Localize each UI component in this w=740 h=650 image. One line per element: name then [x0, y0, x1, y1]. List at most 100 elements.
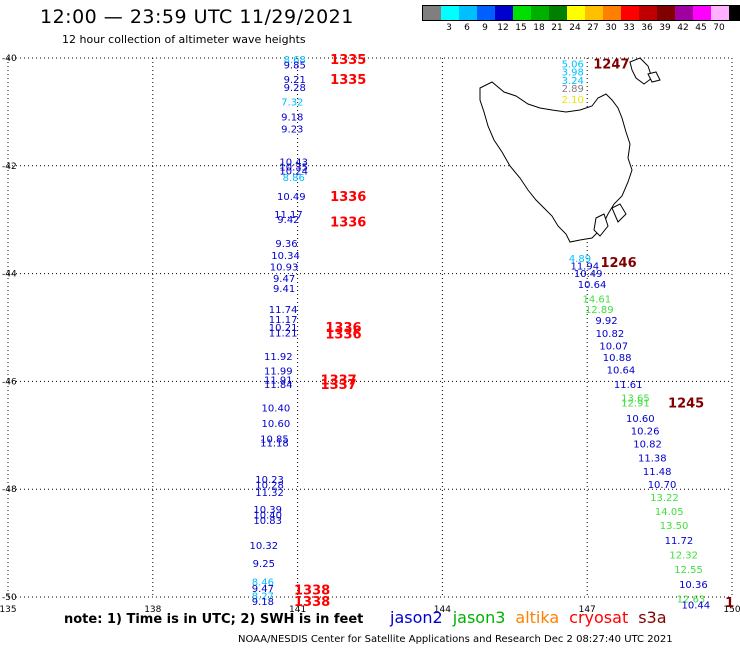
legend-tick-label: 21: [551, 23, 563, 33]
wave-height-label: 12.55: [674, 565, 703, 576]
wave-height-label: 10.40: [262, 403, 291, 414]
wave-height-label: 10.60: [626, 414, 655, 425]
legend-swatch: [423, 6, 441, 20]
wave-height-label: 9.18: [281, 112, 303, 123]
small-island-north: [647, 71, 661, 83]
latitude-label: -48: [2, 485, 17, 495]
satellite-legend-jason3: jason3: [452, 608, 506, 627]
wave-height-label: 8.86: [283, 173, 305, 184]
legend-tick-label: 18: [533, 23, 545, 33]
wave-height-label: 9.42: [277, 215, 299, 226]
pass-number-label: 1337: [321, 373, 357, 388]
legend-swatch: [459, 6, 477, 20]
latitude-label: -50: [2, 593, 17, 603]
wave-height-label: 10.49: [277, 192, 306, 203]
legend-swatches: [422, 5, 740, 21]
wave-height-label: 11.17: [274, 210, 303, 221]
latitude-label: -44: [2, 270, 17, 280]
wave-height-label: 2.89: [562, 84, 584, 95]
footer-note: note: 1) Time is in UTC; 2) SWH is in fe…: [64, 612, 364, 627]
wave-height-label: 10.24: [279, 167, 308, 178]
wave-height-label: 5.06: [562, 59, 584, 70]
legend-tick-label: 33: [623, 23, 635, 33]
satellite-pass-numbers: 1335133513361336133613361337133713381338…: [294, 53, 734, 611]
latitude-label: -42: [2, 162, 17, 172]
wave-height-label: 10.64: [578, 280, 607, 291]
legend-swatch: [549, 6, 567, 20]
longitude-label: 147: [579, 605, 596, 615]
wave-height-label: 9.23: [281, 125, 303, 136]
legend-swatch: [585, 6, 603, 20]
axis-labels: -40 -42 -44 -46 -48 -50 135 138 141 144 147 150: [0, 54, 740, 615]
wave-height-label: 11.74: [269, 305, 298, 316]
wave-height-label: 8.27: [252, 591, 274, 602]
wave-height-label: 14.61: [583, 294, 612, 305]
wave-height-label: 10.34: [271, 251, 300, 262]
wave-height-label: 11.92: [264, 352, 293, 363]
wave-height-label: 8.46: [252, 577, 274, 588]
legend-tick-label: 6: [464, 23, 470, 33]
wave-height-label: 13.22: [650, 493, 679, 504]
wave-height-label: 9.28: [284, 83, 306, 94]
wave-height-label: 13.50: [660, 521, 689, 532]
chart-title: 12:00 — 23:59 UTC 11/29/2021: [40, 6, 354, 28]
pass-number-label: 1338: [294, 584, 330, 599]
wave-height-label: 10.83: [253, 516, 282, 527]
legend-swatch: [621, 6, 639, 20]
legend-swatch: [675, 6, 693, 20]
wave-height-label: 13.65: [621, 394, 650, 405]
legend-swatch: [567, 6, 585, 20]
wave-height-label: 10.39: [253, 505, 282, 516]
wave-height-label: 12.32: [669, 550, 698, 561]
wave-height-label: 10.64: [607, 366, 636, 377]
legend-tick-label: 15: [515, 23, 527, 33]
pass-number-label: 1: [725, 596, 734, 611]
wave-height-label: 4.89: [569, 254, 591, 265]
wave-height-label: 10.43: [279, 158, 308, 169]
wave-height-label: 11.32: [255, 488, 284, 499]
wave-height-label: 8.68: [284, 55, 306, 66]
longitude-label: 138: [144, 605, 161, 615]
wave-height-label: 9.21: [284, 75, 306, 86]
wave-height-label: 9.47: [273, 274, 295, 285]
wave-height-label: 11.48: [643, 467, 672, 478]
legend-tick-label: 30: [605, 23, 617, 33]
legend-tick-label: 39: [659, 23, 671, 33]
legend-tick-label: 12: [497, 23, 509, 33]
legend-swatch: [603, 6, 621, 20]
wave-height-label: 9.41: [273, 284, 295, 295]
wave-height-label: 11.17: [269, 315, 298, 326]
wave-height-label: 11.21: [269, 328, 298, 339]
legend-swatch: [513, 6, 531, 20]
pass-number-label: 1247: [593, 57, 629, 72]
wave-height-label: 10.70: [648, 480, 677, 491]
wave-height-label: 10.21: [269, 323, 298, 334]
wave-height-label: 10.35: [279, 162, 308, 173]
wave-height-label: 10.32: [249, 541, 278, 552]
legend-swatch: [693, 6, 711, 20]
wave-height-label: 9.18: [252, 597, 274, 608]
wave-height-label: 10.93: [270, 263, 299, 274]
wave-height-label: 10.85: [260, 435, 289, 446]
legend-tick-label: 3: [446, 23, 452, 33]
latitude-label: -40: [2, 54, 17, 64]
wave-height-label: 12.63: [677, 595, 706, 606]
wave-height-label: 10.28: [255, 480, 284, 491]
pass-number-label: 1335: [330, 53, 366, 68]
pass-number-label: 1337: [321, 378, 357, 393]
legend-swatch: [441, 6, 459, 20]
wave-height-label: 10.40: [253, 511, 282, 522]
wave-height-label: 11.18: [260, 438, 289, 449]
tasmania-landmass: [479, 81, 633, 243]
wave-height-label: 11.84: [264, 380, 293, 391]
wave-height-label: 2.10: [562, 95, 584, 106]
wave-height-label: 11.99: [264, 367, 293, 378]
satellite-legend-cryosat: cryosat: [569, 608, 629, 627]
wave-height-label: 9.92: [595, 316, 617, 327]
pass-number-label: 1336: [330, 190, 366, 205]
wave-height-label: 11.94: [570, 262, 599, 273]
legend-tick-label: 9: [482, 23, 488, 33]
satellite-legend: jason2 jason3 altika cryosat s3a: [390, 608, 677, 627]
wave-height-label: 10.44: [681, 601, 710, 612]
